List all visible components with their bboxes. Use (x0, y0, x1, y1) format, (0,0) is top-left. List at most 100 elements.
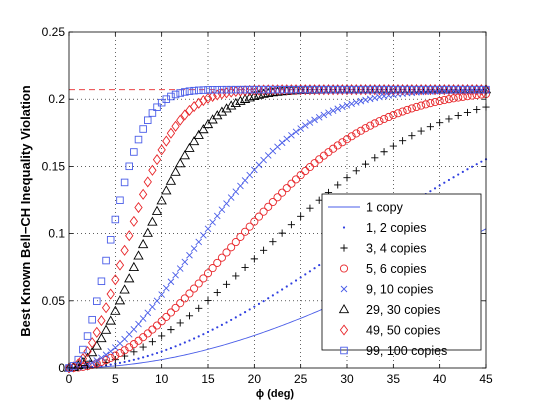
data-point (273, 193, 282, 202)
data-point (133, 250, 144, 260)
data-point (352, 129, 361, 138)
data-point (137, 238, 149, 249)
data-point (213, 212, 221, 220)
series-99-100-copies (65, 85, 490, 372)
data-point (398, 85, 407, 94)
y-tick-label: 0.1 (48, 227, 65, 241)
data-point (290, 282, 293, 285)
data-point (209, 219, 216, 226)
data-point (170, 166, 181, 176)
data-point (407, 104, 416, 113)
data-point (223, 200, 230, 207)
data-point (342, 135, 352, 144)
data-point (176, 114, 185, 126)
legend-entry: 49, 50 copies (339, 324, 440, 338)
data-point (158, 332, 166, 340)
data-point (203, 269, 213, 278)
data-point (232, 188, 240, 195)
data-point (371, 85, 379, 94)
data-point (143, 176, 152, 188)
data-point (144, 116, 152, 124)
data-point (445, 115, 453, 123)
data-point (380, 148, 388, 156)
data-point (149, 303, 156, 311)
data-point (200, 232, 207, 239)
data-point (146, 354, 149, 358)
legend-entry: 29, 30 copies (338, 303, 440, 317)
series-3-4-copies (65, 103, 490, 372)
data-point (91, 365, 94, 369)
data-point (216, 326, 219, 329)
data-point (236, 232, 245, 241)
data-point (171, 303, 180, 312)
data-point (64, 362, 74, 373)
data-point (138, 188, 148, 200)
data-point (398, 107, 407, 116)
data-point (444, 95, 453, 104)
data-point (199, 95, 208, 107)
data-point (403, 85, 411, 94)
data-point (371, 154, 379, 162)
data-point (260, 246, 268, 254)
data-point (357, 85, 365, 94)
data-point (254, 212, 264, 221)
data-point (202, 333, 205, 336)
legend-marker (340, 285, 348, 293)
y-tick-label: 0.15 (42, 159, 66, 173)
data-point (433, 187, 437, 190)
data-point (268, 197, 277, 207)
data-point (292, 128, 300, 136)
data-point (69, 362, 78, 370)
data-point (157, 317, 166, 326)
legend-label: 1 copy (366, 201, 404, 215)
data-point (278, 85, 286, 94)
data-point (399, 137, 407, 145)
data-point (259, 85, 268, 94)
data-point (106, 236, 115, 244)
data-point (128, 261, 140, 271)
data-point (239, 313, 242, 316)
data-point (283, 85, 291, 94)
data-point (471, 165, 474, 168)
data-point (408, 132, 416, 140)
data-point (179, 150, 191, 160)
data-point (384, 85, 393, 94)
data-point (218, 206, 226, 214)
data-point (137, 357, 140, 360)
data-point (102, 355, 111, 365)
data-point (204, 86, 212, 94)
data-point (473, 106, 481, 114)
data-point (119, 284, 130, 294)
data-point (244, 92, 255, 102)
data-point (156, 195, 167, 205)
data-point (301, 85, 310, 94)
data-point (123, 360, 126, 364)
data-point (241, 85, 249, 94)
data-point (83, 345, 92, 358)
data-point (203, 92, 213, 104)
data-point (380, 114, 389, 124)
data-point (190, 284, 199, 293)
data-point (412, 85, 421, 94)
data-point (375, 85, 384, 94)
data-point (334, 105, 342, 113)
data-point (440, 85, 449, 94)
data-point (250, 85, 259, 94)
data-point (144, 309, 152, 317)
data-point (245, 85, 254, 94)
data-point (169, 347, 173, 350)
data-point (278, 229, 286, 237)
data-point (181, 258, 189, 266)
legend-marker (338, 303, 350, 314)
data-point (472, 85, 481, 94)
data-point (299, 276, 302, 279)
data-point (231, 238, 240, 247)
legend-label: 29, 30 copies (366, 303, 440, 317)
data-point (429, 190, 432, 193)
data-point (222, 87, 231, 99)
data-point (111, 274, 120, 286)
data-point (96, 332, 107, 343)
data-point (466, 168, 469, 171)
data-point (227, 243, 236, 252)
data-point (167, 326, 175, 334)
